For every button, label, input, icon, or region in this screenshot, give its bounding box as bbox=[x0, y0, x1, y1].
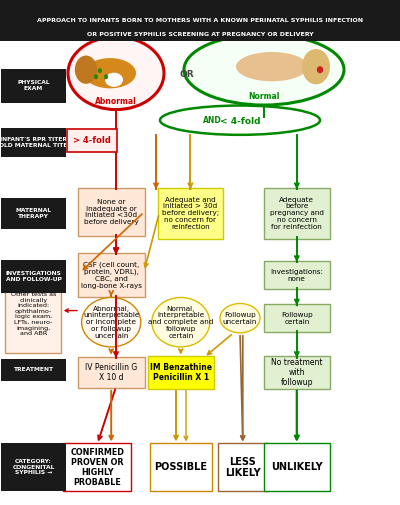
Text: Other tests as
clinically
indicated:
ophthalmo-
logic exam,
LFTs, neuro-
imagini: Other tests as clinically indicated: oph… bbox=[10, 292, 56, 336]
Text: IV Penicillin G
X 10 d: IV Penicillin G X 10 d bbox=[85, 363, 137, 382]
FancyBboxPatch shape bbox=[264, 356, 330, 389]
FancyBboxPatch shape bbox=[0, 0, 400, 41]
Text: Normal: Normal bbox=[248, 92, 280, 102]
Text: No treatment
with
followup: No treatment with followup bbox=[271, 358, 322, 387]
Text: AND: AND bbox=[203, 116, 221, 125]
FancyBboxPatch shape bbox=[264, 261, 330, 289]
Text: MATERNAL
THERAPY: MATERNAL THERAPY bbox=[16, 208, 52, 219]
Text: APPROACH TO INFANTS BORN TO MOTHERS WITH A KNOWN PERINATAL SYPHILIS INFECTION: APPROACH TO INFANTS BORN TO MOTHERS WITH… bbox=[37, 18, 363, 23]
Text: OR: OR bbox=[180, 70, 194, 79]
Circle shape bbox=[98, 68, 102, 73]
FancyBboxPatch shape bbox=[78, 253, 145, 297]
FancyBboxPatch shape bbox=[78, 188, 145, 236]
Text: Adequate and
initiated > 30d
before delivery;
no concern for
reinfection: Adequate and initiated > 30d before deli… bbox=[162, 196, 219, 230]
Text: CONFIRMED
PROVEN OR
HIGHLY
PROBABLE: CONFIRMED PROVEN OR HIGHLY PROBABLE bbox=[70, 447, 124, 487]
Text: Normal,
interpretable
and complete and
followup
certain: Normal, interpretable and complete and f… bbox=[148, 306, 214, 339]
Ellipse shape bbox=[68, 37, 164, 110]
FancyBboxPatch shape bbox=[63, 443, 131, 491]
Text: None or
Inadequate or
Initiated <30d
before delivery: None or Inadequate or Initiated <30d bef… bbox=[84, 199, 138, 225]
FancyBboxPatch shape bbox=[150, 443, 212, 491]
Circle shape bbox=[302, 49, 330, 84]
Ellipse shape bbox=[152, 297, 210, 347]
Ellipse shape bbox=[105, 73, 123, 87]
Text: LESS
LIKELY: LESS LIKELY bbox=[225, 457, 261, 478]
Text: Followup
certain: Followup certain bbox=[281, 312, 313, 325]
FancyBboxPatch shape bbox=[5, 275, 62, 353]
FancyBboxPatch shape bbox=[1, 128, 66, 157]
FancyBboxPatch shape bbox=[78, 358, 145, 388]
Ellipse shape bbox=[184, 34, 344, 105]
FancyBboxPatch shape bbox=[218, 443, 268, 491]
FancyBboxPatch shape bbox=[1, 359, 66, 381]
Ellipse shape bbox=[220, 304, 260, 333]
FancyBboxPatch shape bbox=[158, 188, 223, 239]
Text: CSF (cell count,
protein, VDRL),
CBC, and
long-bone X-rays: CSF (cell count, protein, VDRL), CBC, an… bbox=[81, 262, 142, 289]
Text: Abnormal,
uninterpretable
or incomplete
or followup
uncertain: Abnormal, uninterpretable or incomplete … bbox=[83, 306, 139, 339]
Text: Abnormal: Abnormal bbox=[95, 96, 137, 106]
FancyBboxPatch shape bbox=[1, 69, 66, 103]
Text: < 4-fold: < 4-fold bbox=[220, 117, 260, 126]
Text: INVESTIGATIONS
AND FOLLOW-UP: INVESTIGATIONS AND FOLLOW-UP bbox=[6, 271, 62, 282]
Ellipse shape bbox=[82, 297, 141, 347]
Text: > 4-fold: > 4-fold bbox=[73, 136, 111, 145]
Circle shape bbox=[94, 74, 98, 79]
Text: OR POSITIVE SYPHILIS SCREENING AT PREGNANCY OR DELIVERY: OR POSITIVE SYPHILIS SCREENING AT PREGNA… bbox=[87, 32, 313, 37]
Ellipse shape bbox=[317, 66, 323, 73]
FancyBboxPatch shape bbox=[264, 304, 330, 332]
FancyBboxPatch shape bbox=[264, 443, 330, 491]
Text: POSSIBLE: POSSIBLE bbox=[154, 462, 207, 472]
Text: UNLIKELY: UNLIKELY bbox=[271, 462, 323, 472]
Text: PHYSICAL
EXAM: PHYSICAL EXAM bbox=[17, 80, 50, 91]
Text: Followup
uncertain: Followup uncertain bbox=[223, 312, 257, 325]
FancyBboxPatch shape bbox=[1, 443, 66, 491]
Circle shape bbox=[104, 74, 108, 79]
Text: CATEGORY:
CONGENITAL
SYPHILIS →: CATEGORY: CONGENITAL SYPHILIS → bbox=[12, 459, 55, 475]
Text: TREATMENT: TREATMENT bbox=[14, 367, 54, 372]
FancyBboxPatch shape bbox=[67, 129, 117, 152]
Text: Adequate
before
pregnancy and
no concern
for reinfection: Adequate before pregnancy and no concern… bbox=[270, 196, 324, 230]
Circle shape bbox=[75, 56, 97, 84]
Ellipse shape bbox=[236, 52, 308, 81]
FancyBboxPatch shape bbox=[1, 197, 66, 228]
Text: INFANT'S RPR TITER
FOLD MATERNAL TITER: INFANT'S RPR TITER FOLD MATERNAL TITER bbox=[0, 137, 72, 148]
FancyBboxPatch shape bbox=[148, 356, 214, 389]
FancyBboxPatch shape bbox=[1, 260, 66, 293]
Text: Investigations:
none: Investigations: none bbox=[270, 269, 323, 282]
FancyBboxPatch shape bbox=[264, 188, 330, 239]
Text: IM Benzathine
Penicillin X 1: IM Benzathine Penicillin X 1 bbox=[150, 363, 212, 382]
Ellipse shape bbox=[84, 58, 136, 88]
